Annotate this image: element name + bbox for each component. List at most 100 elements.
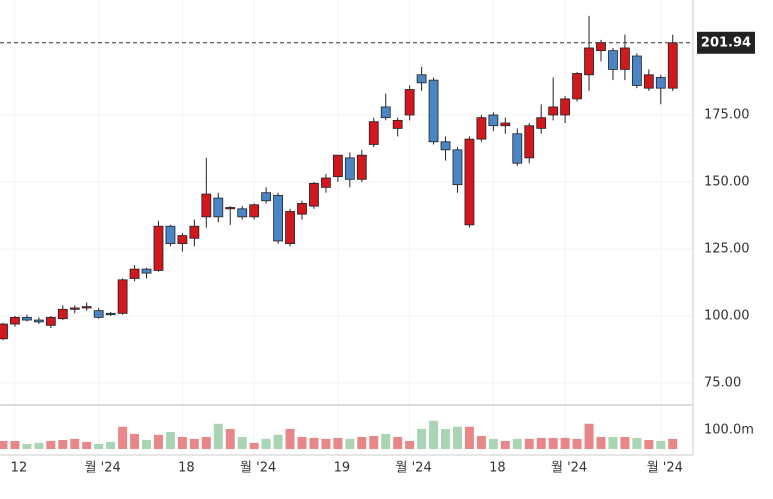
- candle-body: [297, 203, 307, 215]
- volume-bar: [130, 433, 140, 449]
- volume-bar: [345, 438, 355, 449]
- volume-bar: [668, 438, 678, 449]
- volume-bar: [572, 438, 582, 449]
- last-price-label: 201.94: [701, 35, 751, 50]
- candle-body: [273, 194, 283, 242]
- candle-body: [321, 177, 331, 188]
- candle-body: [524, 125, 535, 159]
- candle-body: [560, 98, 571, 116]
- volume-bar: [273, 434, 283, 449]
- volume-bar: [500, 440, 510, 449]
- candle-body: [620, 47, 630, 70]
- candle-body: [141, 268, 152, 274]
- volume-tick-label: 100.0m: [704, 422, 754, 437]
- volume-bar: [165, 431, 175, 449]
- volume-bar: [656, 440, 666, 449]
- volume-bar: [0, 440, 8, 449]
- volume-bar: [417, 428, 427, 449]
- candle-body: [57, 308, 68, 320]
- volume-bar: [10, 440, 20, 449]
- volume-bar: [58, 440, 68, 449]
- y-tick-label: 150.00: [704, 174, 750, 189]
- volume-bar: [512, 438, 522, 449]
- candle-body: [177, 235, 188, 245]
- volume-bar: [584, 423, 594, 449]
- candle-body: [608, 50, 618, 70]
- volume-bar: [644, 440, 654, 449]
- candle-body: [81, 306, 92, 309]
- candle-body: [105, 312, 116, 316]
- candle-body: [129, 268, 140, 279]
- volume-bar: [488, 438, 498, 449]
- candle-body: [237, 208, 248, 218]
- volume-bar: [524, 438, 534, 449]
- volume-bar: [46, 440, 56, 449]
- volume-bar: [189, 438, 199, 449]
- volume-bar: [70, 438, 80, 449]
- candle-body: [332, 154, 343, 178]
- volume-bar: [548, 437, 558, 449]
- candle-body: [488, 114, 499, 127]
- candle-body: [33, 319, 44, 323]
- volume-bar: [285, 428, 295, 449]
- volume-bar: [333, 437, 343, 449]
- volume-bar: [153, 434, 163, 449]
- volume-bar: [82, 441, 92, 449]
- y-tick-label: 100.00: [704, 309, 750, 324]
- candle-body: [69, 307, 80, 310]
- candle-body: [368, 121, 379, 145]
- candle-body: [344, 157, 355, 180]
- candle-body: [0, 323, 8, 340]
- candle-body: [596, 42, 606, 52]
- candle-body: [667, 42, 678, 89]
- volume-bar: [596, 436, 606, 449]
- candle-body: [45, 316, 56, 326]
- volume-bar: [261, 438, 271, 449]
- candle-body: [356, 154, 367, 180]
- x-tick-label: 18: [178, 461, 195, 476]
- x-tick-label: 12: [11, 461, 28, 476]
- candle-body: [631, 55, 642, 86]
- volume-bar: [142, 440, 152, 449]
- volume-bar: [381, 433, 391, 449]
- volume-bar: [620, 436, 630, 449]
- volume-bar: [106, 441, 116, 449]
- volume-bar: [237, 436, 247, 449]
- volume-bar: [321, 438, 331, 449]
- candle-body: [380, 106, 391, 119]
- volume-bar: [309, 437, 319, 449]
- x-tick-label: 월 '24: [85, 461, 121, 476]
- volume-bar: [369, 435, 379, 449]
- volume-bar: [632, 437, 642, 449]
- candle-body: [189, 225, 200, 239]
- volume-bar: [393, 436, 403, 449]
- candle-body: [309, 182, 319, 207]
- volume-bar: [225, 428, 235, 449]
- candle-body: [655, 77, 666, 89]
- candle-body: [22, 316, 32, 321]
- volume-bar: [608, 436, 618, 449]
- candle-body: [500, 122, 511, 127]
- candle-body: [404, 89, 415, 116]
- candle-body: [201, 193, 212, 218]
- candle-body: [452, 149, 463, 186]
- volume-bar: [213, 423, 223, 449]
- volume-bar: [357, 436, 367, 449]
- candle-body: [464, 138, 475, 226]
- volume-bar: [297, 436, 307, 449]
- x-tick-label: 월 '24: [551, 461, 587, 476]
- volume-bar: [22, 444, 32, 449]
- volume-bar: [201, 436, 211, 449]
- candle-body: [93, 310, 104, 318]
- volume-bar: [34, 442, 44, 449]
- candle-body: [512, 133, 523, 164]
- y-tick-label: 125.00: [704, 242, 750, 257]
- x-tick-label: 월 '24: [647, 461, 683, 476]
- y-tick-label: 175.00: [704, 107, 750, 122]
- last-price-box: [697, 31, 755, 54]
- volume-bar: [429, 420, 439, 449]
- candle-body: [225, 207, 236, 210]
- candle-body: [416, 74, 427, 84]
- candle-body: [548, 106, 559, 116]
